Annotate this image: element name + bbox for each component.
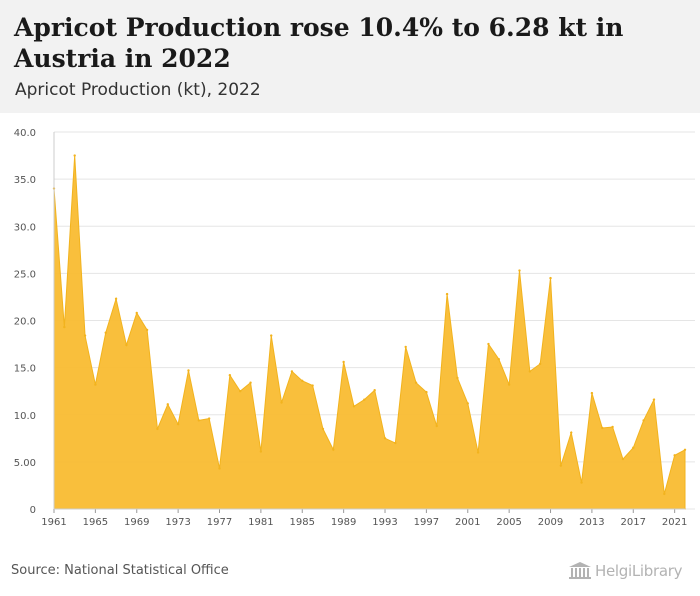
data-point-1982 xyxy=(270,334,273,337)
data-point-1989 xyxy=(342,360,345,364)
x-tick-label: 1977 xyxy=(207,517,232,528)
data-point-1978 xyxy=(228,373,232,377)
logo-text: HelgiLibrary xyxy=(595,562,683,580)
library-building-icon xyxy=(569,562,591,579)
data-point-2017 xyxy=(632,446,635,449)
x-tick-label: 1965 xyxy=(83,517,108,528)
data-point-2020 xyxy=(663,492,666,496)
data-point-2013 xyxy=(590,391,594,395)
y-tick-label: 25.0 xyxy=(14,269,36,280)
x-tick-label: 1973 xyxy=(165,517,190,528)
data-point-1990 xyxy=(352,405,356,408)
data-point-2006 xyxy=(518,269,521,272)
data-point-1974 xyxy=(187,369,190,372)
x-tick-label: 1985 xyxy=(290,517,315,528)
x-tick-label: 1989 xyxy=(331,517,356,528)
y-tick-label: 15.0 xyxy=(14,364,36,375)
data-point-1984 xyxy=(290,370,294,373)
data-point-1991 xyxy=(363,398,366,401)
data-point-2004 xyxy=(497,357,500,361)
x-tick-label: 1993 xyxy=(372,517,397,528)
data-point-1969 xyxy=(135,311,138,315)
data-point-1993 xyxy=(383,437,387,440)
data-point-1973 xyxy=(176,422,180,426)
x-tick-label: 1997 xyxy=(414,517,439,528)
data-point-1971 xyxy=(156,427,159,431)
data-point-1987 xyxy=(321,427,325,431)
data-point-1981 xyxy=(259,450,263,453)
x-tick-label: 1969 xyxy=(124,517,149,528)
data-point-2010 xyxy=(559,464,563,467)
x-tick-label: 1961 xyxy=(41,517,66,528)
y-axis: 0 5.00 10.0 15.0 20.0 25.0 30.0 35.0 40.0 xyxy=(14,128,55,516)
apricot-production-area xyxy=(53,155,686,510)
data-point-1997 xyxy=(425,390,428,394)
y-tick-label: 0 xyxy=(30,505,36,516)
data-point-1972 xyxy=(166,403,169,406)
source-note: Source: National Statistical Office xyxy=(11,563,229,578)
data-point-1992 xyxy=(373,389,376,392)
data-point-1994 xyxy=(394,441,397,445)
helgi-library-logo[interactable]: HelgiLibrary xyxy=(568,562,683,580)
chart-headline: Apricot Production rose 10.4% to 6.28 kt… xyxy=(14,13,624,73)
data-point-1970 xyxy=(145,328,149,332)
x-axis: 1961 1965 1969 1973 1977 1981 1985 1989 1993 1997… xyxy=(41,508,687,528)
data-point-2021 xyxy=(673,454,676,457)
data-point-1967 xyxy=(114,297,118,301)
data-point-2009 xyxy=(549,276,552,280)
data-point-2007 xyxy=(528,370,532,373)
data-point-1983 xyxy=(280,401,283,404)
data-point-1975 xyxy=(197,419,201,422)
data-point-2002 xyxy=(476,451,480,454)
data-point-2001 xyxy=(466,402,469,405)
header-band: Apricot Production rose 10.4% to 6.28 kt… xyxy=(0,0,700,113)
data-point-2014 xyxy=(601,426,604,430)
data-point-1998 xyxy=(435,424,438,428)
y-tick-label: 35.0 xyxy=(14,175,36,186)
data-point-1965 xyxy=(94,383,97,386)
data-point-1977 xyxy=(218,467,221,470)
chart-subtitle: Apricot Production (kt), 2022 xyxy=(15,80,261,100)
y-tick-label: 10.0 xyxy=(14,411,36,422)
data-point-1964 xyxy=(83,334,87,337)
data-point-2019 xyxy=(652,398,656,401)
data-point-1985 xyxy=(301,379,304,383)
data-point-1976 xyxy=(207,417,211,420)
y-tick-label: 20.0 xyxy=(14,317,36,328)
x-tick-label: 2021 xyxy=(662,517,687,528)
data-point-2012 xyxy=(580,481,583,484)
data-point-1968 xyxy=(125,343,128,347)
data-point-2000 xyxy=(456,376,459,380)
data-point-2005 xyxy=(507,383,511,386)
data-point-1999 xyxy=(445,292,449,296)
data-point-1966 xyxy=(104,331,107,334)
x-tick-label: 2009 xyxy=(538,517,563,528)
data-point-2018 xyxy=(642,419,645,422)
data-point-1980 xyxy=(249,381,252,384)
data-point-2011 xyxy=(570,431,573,434)
data-point-2016 xyxy=(621,457,625,461)
data-point-1988 xyxy=(332,448,335,451)
x-tick-label: 2017 xyxy=(621,517,646,528)
data-point-2022 xyxy=(683,448,687,452)
data-point-1995 xyxy=(404,345,407,349)
data-point-2015 xyxy=(611,425,614,429)
data-point-1963 xyxy=(73,154,76,157)
x-tick-label: 1981 xyxy=(248,517,273,528)
data-point-1996 xyxy=(414,381,418,384)
data-point-1986 xyxy=(311,384,314,387)
x-tick-label: 2005 xyxy=(496,517,521,528)
area-series xyxy=(52,154,687,510)
x-tick-label: 2013 xyxy=(579,517,604,528)
y-tick-label: 30.0 xyxy=(14,222,36,233)
data-point-2008 xyxy=(538,362,542,366)
y-tick-label: 5.00 xyxy=(14,458,36,469)
data-point-2003 xyxy=(487,342,490,346)
y-tick-label: 40.0 xyxy=(14,128,36,139)
data-point-1962 xyxy=(63,325,66,329)
data-point-1979 xyxy=(239,389,242,393)
x-tick-label: 2001 xyxy=(455,517,480,528)
